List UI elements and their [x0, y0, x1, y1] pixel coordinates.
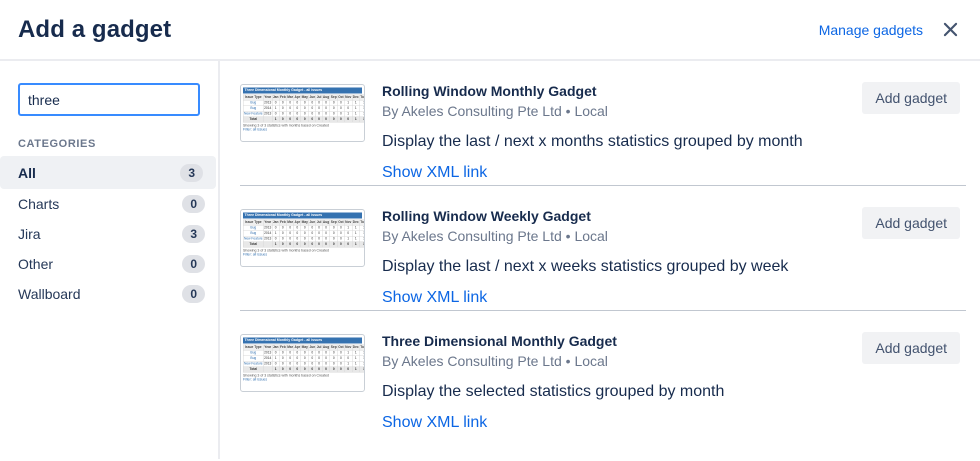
gadget-info: Three Dimensional Monthly Gadget By Akel…: [365, 332, 846, 432]
close-button[interactable]: [941, 20, 960, 39]
category-label: Charts: [18, 196, 60, 212]
show-xml-link[interactable]: Show XML link: [382, 414, 488, 431]
gadget-search-input[interactable]: [18, 83, 200, 116]
header-actions: Manage gadgets: [819, 20, 960, 39]
category-label: Wallboard: [18, 286, 81, 302]
gadget-card-rolling-window-monthly: Three Dimensional Monthly Gadget - all i…: [220, 61, 980, 185]
thumb-table: Issue Type Year Jan Feb Mar Apr May Jun Jul Aug Se…: [242, 219, 364, 248]
category-list: All 3 Charts 0 Jira 3 Other 0 Wallboard …: [0, 156, 218, 309]
gadget-list: Three Dimensional Monthly Gadget - all i…: [220, 61, 980, 459]
page-title: Add a gadget: [18, 15, 172, 43]
category-label: Other: [18, 256, 54, 272]
category-count-badge: 0: [182, 285, 205, 303]
categories-heading: CATEGORIES: [18, 138, 96, 150]
add-gadget-button[interactable]: Add gadget: [862, 332, 960, 364]
card-divider: [240, 185, 966, 186]
category-count-badge: 3: [180, 163, 203, 182]
gadget-card-three-dimensional-monthly: Three Dimensional Monthly Gadget - all i…: [220, 311, 980, 435]
sidebar: CATEGORIES All 3 Charts 0 Jira 3 Other 0…: [0, 61, 220, 459]
gadget-description: Display the last / next x weeks statisti…: [382, 258, 789, 275]
gadget-info: Rolling Window Weekly Gadget By Akeles C…: [365, 207, 846, 307]
thumb-filter-link: Filter: all issues: [243, 128, 268, 132]
thumb-footer: Showing 3 of 3 statistics with months ba…: [243, 249, 329, 253]
add-gadget-button[interactable]: Add gadget: [862, 82, 960, 114]
gadget-title: Rolling Window Monthly Gadget: [382, 83, 597, 99]
category-label: Jira: [18, 226, 41, 242]
category-label: All: [18, 164, 36, 181]
close-icon: [943, 22, 958, 37]
add-gadget-button[interactable]: Add gadget: [862, 207, 960, 239]
gadget-title: Three Dimensional Monthly Gadget: [382, 333, 617, 349]
gadget-description: Display the selected statistics grouped …: [382, 383, 725, 400]
thumb-title: Three Dimensional Monthly Gadget - all i…: [243, 87, 362, 94]
thumb-filter-link: Filter: all issues: [243, 253, 268, 257]
sidebar-item-all[interactable]: All 3: [0, 156, 216, 189]
thumb-table: Issue Type Year Jan Feb Mar Apr May Jun Jul Aug Se…: [242, 94, 364, 123]
dialog-body: CATEGORIES All 3 Charts 0 Jira 3 Other 0…: [0, 61, 980, 459]
thumb-table: Issue Type Year Jan Feb Mar Apr May Jun Jul Aug Se…: [242, 344, 364, 373]
gadget-description: Display the last / next x months statist…: [382, 133, 803, 150]
card-divider: [240, 310, 966, 311]
manage-gadgets-link[interactable]: Manage gadgets: [818, 21, 923, 38]
gadget-card-rolling-window-weekly: Three Dimensional Monthly Gadget - all i…: [220, 186, 980, 310]
sidebar-item-jira[interactable]: Jira 3: [0, 219, 218, 249]
gadget-thumbnail: Three Dimensional Monthly Gadget - all i…: [240, 84, 365, 142]
gadget-thumbnail: Three Dimensional Monthly Gadget - all i…: [240, 334, 365, 392]
category-count-badge: 3: [182, 225, 205, 243]
thumb-footer: Showing 3 of 3 statistics with months ba…: [243, 374, 329, 378]
gadget-thumbnail: Three Dimensional Monthly Gadget - all i…: [240, 209, 365, 267]
sidebar-item-charts[interactable]: Charts 0: [0, 189, 218, 219]
gadget-byline: By Akeles Consulting Pte Ltd • Local: [382, 228, 608, 244]
thumb-title: Three Dimensional Monthly Gadget - all i…: [243, 337, 362, 344]
gadget-byline: By Akeles Consulting Pte Ltd • Local: [382, 353, 608, 369]
sidebar-item-other[interactable]: Other 0: [0, 249, 218, 279]
show-xml-link[interactable]: Show XML link: [382, 164, 488, 181]
thumb-title: Three Dimensional Monthly Gadget - all i…: [243, 212, 362, 219]
thumb-filter-link: Filter: all issues: [243, 378, 268, 382]
gadget-info: Rolling Window Monthly Gadget By Akeles …: [365, 82, 846, 182]
category-count-badge: 0: [182, 255, 205, 273]
gadget-byline: By Akeles Consulting Pte Ltd • Local: [382, 103, 608, 119]
thumb-footer: Showing 3 of 3 statistics with months ba…: [243, 124, 329, 128]
sidebar-item-wallboard[interactable]: Wallboard 0: [0, 279, 218, 309]
category-count-badge: 0: [182, 195, 205, 213]
dialog-header: Add a gadget Manage gadgets: [0, 0, 980, 61]
gadget-title: Rolling Window Weekly Gadget: [382, 208, 591, 224]
show-xml-link[interactable]: Show XML link: [382, 289, 488, 306]
